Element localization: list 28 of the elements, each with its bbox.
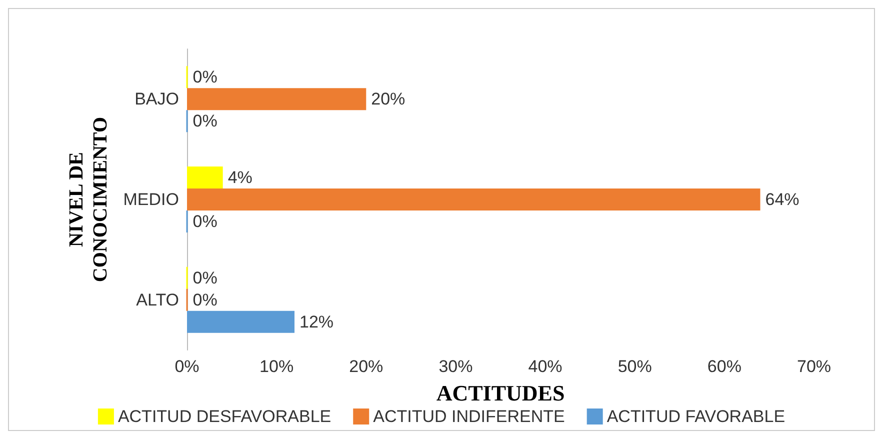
legend-label: ACTITUD FAVORABLE bbox=[606, 407, 786, 426]
x-tick-label: 60% bbox=[707, 357, 742, 376]
data-label: 0% bbox=[192, 212, 218, 231]
y-tick-label: ALTO bbox=[136, 290, 179, 310]
data-label: 64% bbox=[765, 190, 800, 209]
x-tick-label: 70% bbox=[796, 357, 832, 376]
x-tick-label: 20% bbox=[349, 357, 384, 376]
data-label: 0% bbox=[192, 268, 218, 288]
data-label: 0% bbox=[192, 112, 218, 131]
legend-label: ACTITUD INDIFERENTE bbox=[373, 407, 565, 426]
bar bbox=[187, 188, 760, 210]
x-tick-label: 10% bbox=[260, 357, 294, 376]
legend-label: ACTITUD DESFAVORABLE bbox=[118, 407, 332, 426]
data-label: 0% bbox=[192, 290, 218, 310]
x-axis-title: ACTITUDES bbox=[436, 380, 565, 406]
x-tick-label: 30% bbox=[438, 357, 473, 376]
data-label: 0% bbox=[192, 68, 218, 87]
y-tick-label: MEDIO bbox=[123, 190, 179, 209]
bar bbox=[187, 88, 366, 110]
data-label: 12% bbox=[299, 312, 334, 332]
y-axis-title: NIVEL DE CONOCIMIENTO bbox=[65, 116, 112, 282]
data-label: 20% bbox=[371, 90, 406, 109]
x-tick-label: 40% bbox=[528, 357, 562, 376]
y-tick-label: BAJO bbox=[134, 90, 179, 109]
bar bbox=[187, 310, 294, 333]
data-label: 4% bbox=[228, 168, 252, 187]
x-tick-label: 0% bbox=[174, 357, 200, 376]
x-tick-label: 50% bbox=[618, 357, 652, 376]
